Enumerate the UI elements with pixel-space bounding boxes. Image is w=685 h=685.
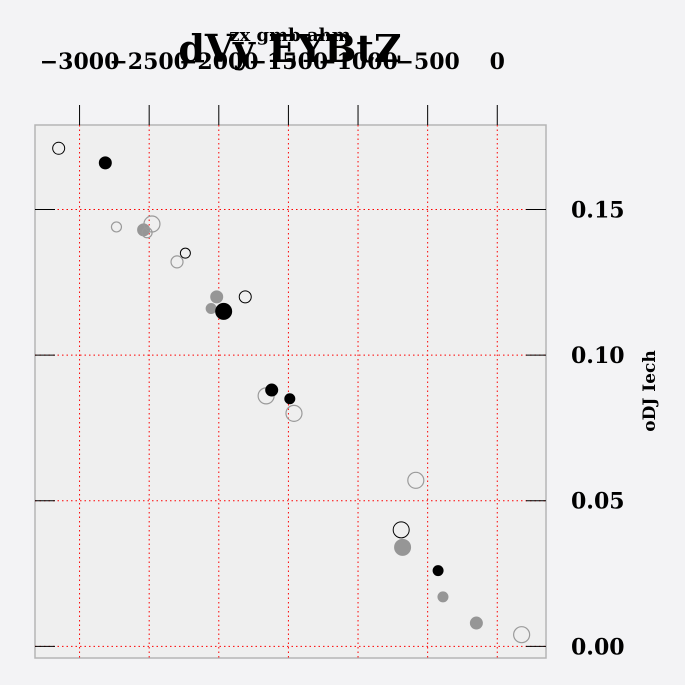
scatter-point: [432, 565, 444, 577]
scatter-point: [513, 626, 531, 644]
tick-labels: −3000−2500−2000−1500−1000−500 0 0.00 0.05 0.…: [40, 49, 625, 660]
y-tick-label: 0.00: [571, 634, 625, 660]
scatter-point: [469, 616, 483, 630]
scatter-point: [238, 290, 252, 304]
scatter-point: [407, 471, 425, 489]
scatter-point: [437, 591, 449, 603]
x-tick-label: −3000: [40, 49, 120, 75]
x-tick-label: −1000: [318, 49, 398, 75]
scatter-point: [143, 215, 161, 233]
x-tick-label: −500: [395, 49, 459, 75]
y-tick-label: 0.05: [571, 489, 625, 515]
scatter-point: [285, 404, 303, 422]
plot-area: [34, 124, 547, 659]
scatter-point: [179, 247, 191, 259]
scatter-point: [215, 302, 233, 320]
y-tick-label: 0.10: [571, 343, 625, 369]
data-points: [52, 141, 531, 644]
y-axis-label: oDJ Iech: [640, 350, 660, 432]
chart-title: dVy EYBtZ: [178, 26, 401, 71]
scatter-point: [98, 156, 112, 170]
scatter-point: [265, 383, 279, 397]
scatter-point: [392, 521, 410, 539]
axis-ticks: [35, 105, 546, 647]
y-tick-label: 0.15: [571, 197, 625, 223]
x-tick-label: −2000: [179, 49, 259, 75]
scatter-point: [205, 302, 217, 314]
scatter-point: [141, 227, 153, 239]
x-axis-label: zx gmb ahm: [229, 25, 351, 46]
x-tick-label: −2500: [109, 49, 189, 75]
scatter-point: [210, 290, 224, 304]
x-tick-label: −1500: [249, 49, 329, 75]
scatter-point: [170, 255, 184, 269]
scatter-point: [110, 221, 123, 233]
scatter-point: [52, 141, 66, 155]
scatter-point: [284, 393, 296, 405]
x-tick-label: 0: [490, 49, 505, 75]
scatter-point: [394, 538, 412, 556]
grid-lines: [35, 125, 546, 658]
